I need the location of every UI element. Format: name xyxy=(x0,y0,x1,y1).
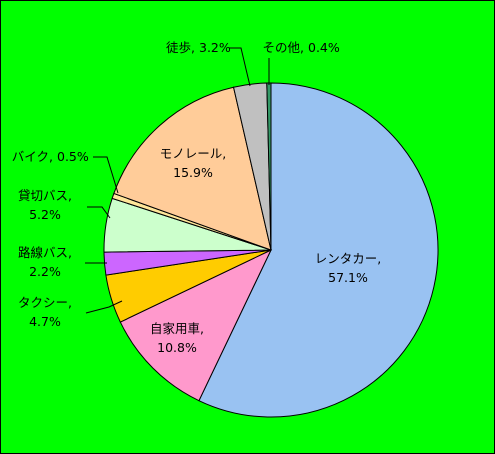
leader-line-6 xyxy=(93,156,119,194)
pie-slice-2 xyxy=(119,248,273,402)
slice-label-value-7: 15.9% xyxy=(173,165,213,180)
slice-label-name-1: レンタカー, xyxy=(315,251,381,266)
slice-label-name-9: その他, xyxy=(263,40,304,55)
slice-label-value-1: 57.1% xyxy=(328,270,368,285)
pie-slice-1 xyxy=(198,82,439,418)
slice-labels: レンタカー, 57.1% 自家用車, 10.8% タクシー, 4.7% 路線バス, 2.2% 貸… xyxy=(12,40,381,355)
slice-label-name-7: モノレール, xyxy=(160,146,226,161)
slice-label-value-9: 0.4% xyxy=(308,40,340,55)
slice-label-name-3: タクシー, xyxy=(18,295,72,310)
leader-lines xyxy=(85,47,270,314)
leader-line-3 xyxy=(85,300,123,314)
pie-slices xyxy=(103,82,439,418)
slice-label-name-8: 徒歩, xyxy=(166,40,195,55)
slice-label-name-2: 自家用車, xyxy=(150,321,204,336)
slice-label-value-8: 3.2% xyxy=(199,40,231,55)
slice-label-value-4: 2.2% xyxy=(29,264,61,279)
slice-label-value-2: 10.8% xyxy=(157,340,197,355)
leader-line-8 xyxy=(229,47,251,87)
pie-slice-7 xyxy=(113,86,272,251)
slice-label-value-6: 0.5% xyxy=(57,149,89,164)
slice-label-value-3: 4.7% xyxy=(29,314,61,329)
slice-label-name-4: 路線バス, xyxy=(18,245,72,260)
slice-label-name-5: 貸切バス, xyxy=(18,188,72,203)
slice-label-name-6: バイク, xyxy=(12,149,53,164)
slice-label-value-5: 5.2% xyxy=(29,207,61,222)
leader-line-5 xyxy=(87,206,111,219)
